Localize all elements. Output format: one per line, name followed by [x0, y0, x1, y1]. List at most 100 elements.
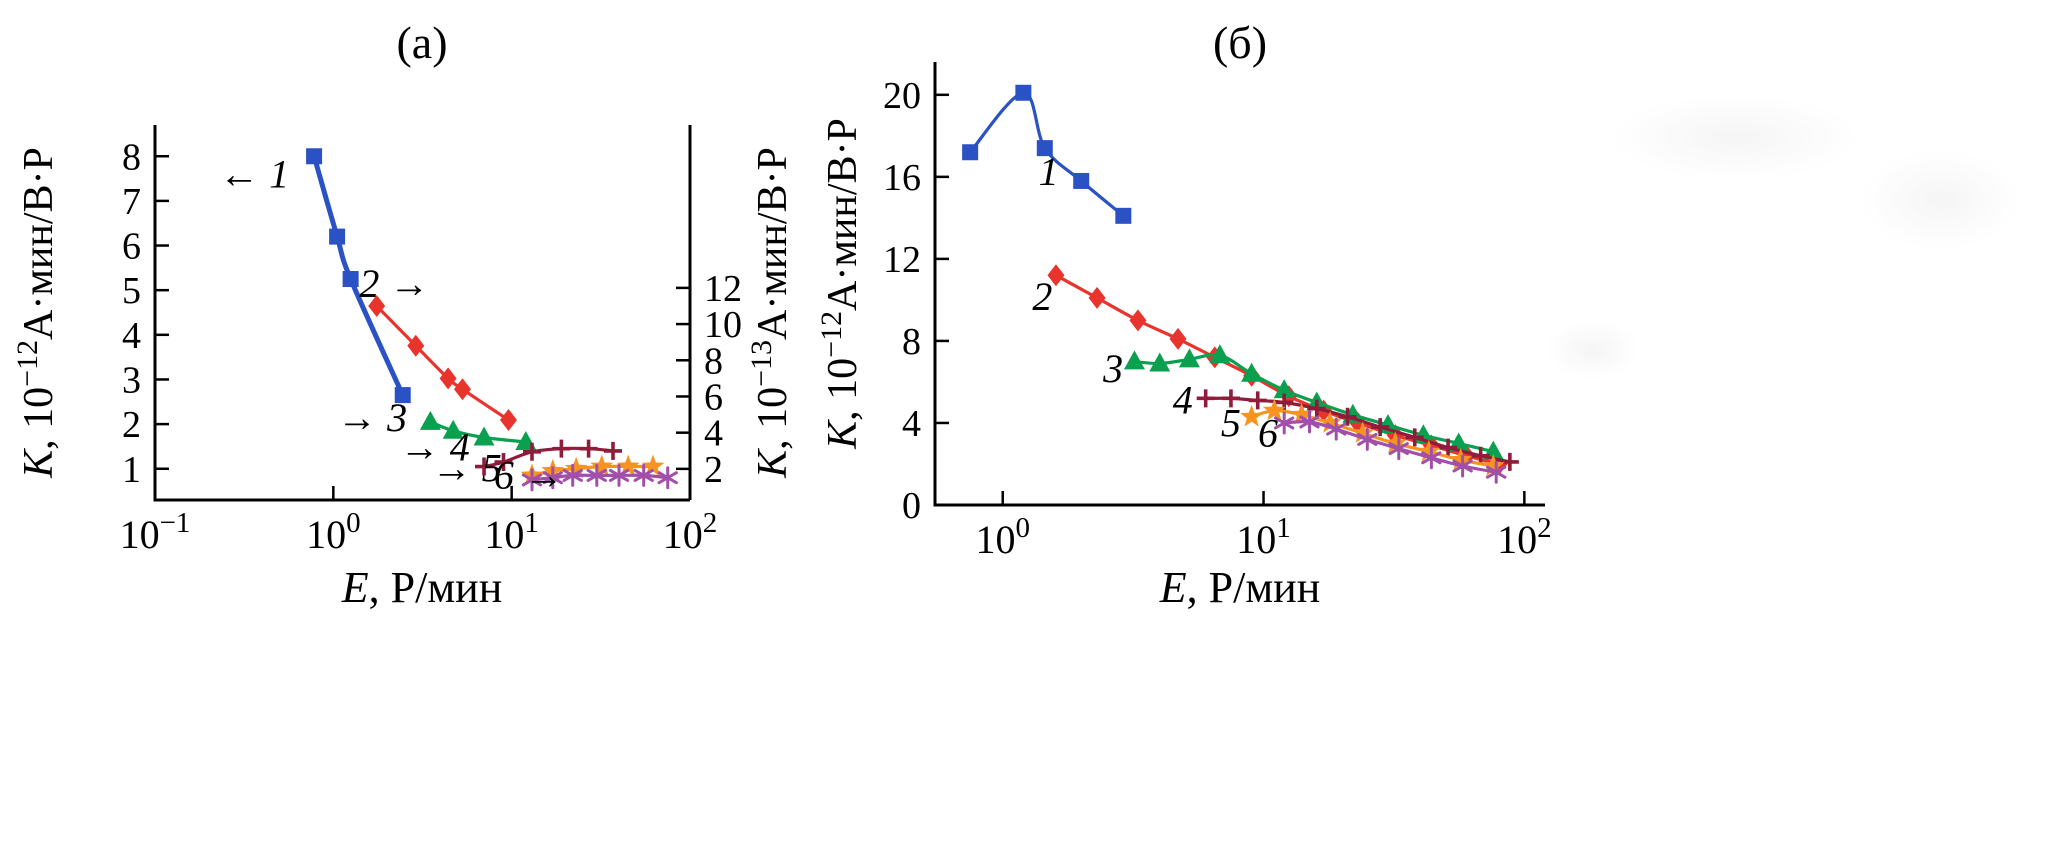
series-5-star-marker — [1290, 402, 1314, 425]
series-5-star-marker — [1481, 454, 1505, 476]
series-4-plus-marker — [1405, 428, 1424, 447]
y-tick-label-right: 2 — [704, 449, 723, 491]
series-4-plus-marker — [1248, 391, 1267, 410]
series-label-3: → 3 — [337, 395, 407, 440]
x-tick-label: 100 — [306, 507, 361, 557]
series-label-5: 5 — [1221, 400, 1241, 445]
series-1-square-marker — [342, 271, 359, 288]
series-3-line — [428, 420, 528, 444]
series-4-plus-marker — [1221, 389, 1240, 408]
y-tick-label-left: 20 — [883, 75, 921, 117]
series-6-asterisk-marker — [1421, 446, 1442, 470]
series-1-square-marker — [1015, 84, 1032, 101]
panel-title-b: (б) — [1213, 17, 1267, 68]
series-4-plus-marker — [522, 442, 541, 461]
x-tick-label: 102 — [663, 507, 718, 557]
series-label-5: → 5 — [432, 445, 502, 490]
series-5-star-marker — [590, 454, 614, 477]
series-1-square-marker — [1115, 207, 1132, 224]
y-tick-label-left: 5 — [122, 270, 141, 312]
series-6-asterisk-marker — [1326, 417, 1347, 441]
y-tick-label-left: 3 — [122, 359, 141, 401]
series-5-star-marker — [1351, 421, 1375, 443]
series-label-2: 2 → — [359, 261, 429, 306]
series-5-star-marker — [1383, 431, 1407, 454]
series-3-triangle-marker — [1241, 362, 1263, 382]
series-4-plus-marker — [1500, 452, 1519, 471]
series-label-6: 6 → — [494, 452, 564, 497]
series-5-star-marker — [1318, 411, 1342, 433]
series-2-diamond-marker — [1169, 327, 1187, 350]
panel-title-a: (а) — [396, 17, 447, 68]
series-3-triangle-marker — [473, 426, 495, 446]
series-6-asterisk-marker — [521, 468, 543, 492]
series-label-4: → 4 — [400, 425, 470, 470]
y-tick-label-left: 0 — [902, 485, 921, 527]
series-5-star-marker — [641, 454, 665, 477]
series-6-asterisk-marker — [1452, 454, 1473, 478]
x-axis-title-a: E, Р/мин — [341, 563, 503, 612]
x-tick-label: 10−1 — [120, 507, 191, 557]
series-6-asterisk-marker — [562, 463, 583, 487]
y-tick-label-left: 7 — [122, 181, 141, 223]
series-6-asterisk-marker — [542, 466, 563, 490]
y-tick-label-left: 4 — [122, 315, 141, 357]
y-tick-label-left: 4 — [902, 403, 921, 445]
series-4-plus-marker — [494, 453, 513, 472]
series-6-asterisk-marker — [1299, 410, 1320, 434]
series-2-diamond-marker — [368, 294, 386, 317]
series-6-asterisk-marker — [586, 463, 607, 487]
y-tick-label-left: 2 — [122, 404, 141, 446]
series-label-2: 2 — [1032, 274, 1052, 319]
y-tick-label-left: 8 — [902, 321, 921, 363]
series-4-plus-marker — [1196, 389, 1215, 408]
y-tick-label-right: 10 — [704, 304, 742, 346]
series-2-diamond-marker — [1088, 286, 1106, 309]
y-tick-label-right: 8 — [704, 340, 723, 382]
series-3-triangle-marker — [1123, 350, 1145, 370]
series-6-asterisk-marker — [633, 463, 654, 487]
series-label-3: 3 — [1102, 346, 1123, 391]
series-5-star-marker — [616, 454, 640, 477]
series-label-1: ← 1 — [219, 152, 289, 197]
series-2-diamond-marker — [439, 367, 457, 390]
y-axis-title-left-b: K, 10−12А·мин/В·Р — [815, 118, 866, 450]
series-5-star-marker — [1417, 439, 1441, 462]
series-4-plus-marker — [1338, 407, 1357, 426]
series-2-diamond-marker — [453, 378, 471, 401]
series-4-plus-marker — [1275, 393, 1294, 412]
series-4-plus-marker — [475, 457, 494, 476]
y-tick-label-left: 6 — [122, 226, 141, 268]
y-tick-label-left: 16 — [883, 157, 921, 199]
series-2-diamond-marker — [1047, 264, 1065, 287]
series-1-square-marker — [394, 387, 411, 404]
series-label-4: 4 — [1173, 378, 1193, 423]
y-tick-label-left: 8 — [122, 136, 141, 178]
series-4-plus-marker — [1371, 418, 1390, 437]
series-3-triangle-marker — [1209, 344, 1231, 364]
series-4-plus-marker — [552, 439, 571, 458]
x-tick-label: 102 — [1497, 512, 1552, 562]
series-4-plus-marker — [603, 441, 622, 460]
series-1-square-marker — [1036, 140, 1053, 157]
x-tick-label: 101 — [1236, 512, 1291, 562]
series-1-line — [311, 153, 406, 398]
series-6-asterisk-marker — [657, 466, 678, 490]
series-2-diamond-marker — [1129, 309, 1147, 332]
series-1-square-marker — [306, 148, 323, 165]
series-4-plus-marker — [1471, 446, 1490, 465]
series-1-square-marker — [1073, 172, 1090, 189]
series-6-asterisk-marker — [1486, 460, 1507, 484]
series-2-diamond-marker — [500, 409, 518, 432]
series-5-star-marker — [1262, 398, 1286, 421]
series-3-triangle-marker — [1149, 352, 1171, 372]
series-5-star-marker — [1240, 404, 1263, 427]
series-4-plus-marker — [1439, 438, 1458, 457]
y-tick-label-left: 12 — [883, 239, 921, 281]
series-label-1: 1 — [1039, 149, 1059, 194]
y-axis-title-right-a: K, 10−13А·мин/В·Р — [745, 147, 796, 479]
